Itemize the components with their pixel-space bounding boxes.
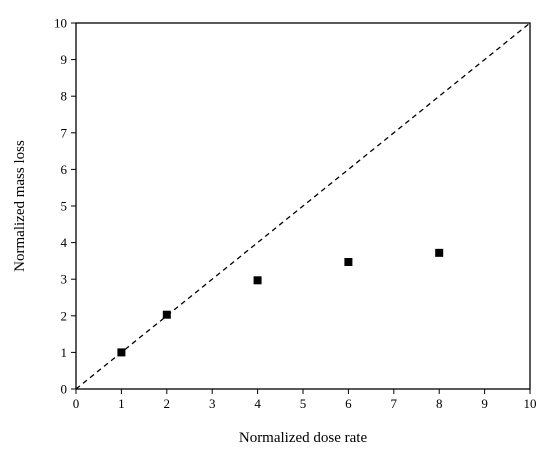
data-point xyxy=(344,257,353,266)
x-tick-label: 2 xyxy=(164,396,171,411)
y-tick-label: 5 xyxy=(61,199,68,214)
y-axis-label: Normalized mass loss xyxy=(12,140,28,272)
y-tick-label: 4 xyxy=(61,235,68,250)
x-tick-label: 10 xyxy=(524,396,537,411)
reference-line xyxy=(75,22,531,390)
x-axis-label: Normalized dose rate xyxy=(239,430,368,446)
x-tick-label: 7 xyxy=(391,396,398,411)
x-tick-label: 1 xyxy=(118,396,125,411)
x-tick-label: 3 xyxy=(209,396,216,411)
plot-area: 0 1 2 3 4 5 6 7 8 9 10 0 1 2 3 4 5 6 7 8 9 10 xyxy=(54,16,537,412)
x-tick-label: 4 xyxy=(254,396,261,411)
x-tick-label: 0 xyxy=(73,396,80,411)
y-tick-label: 6 xyxy=(61,162,68,177)
y-tick-label: 10 xyxy=(54,16,67,31)
y-tick-label: 7 xyxy=(61,125,68,140)
x-tick-label: 9 xyxy=(481,396,488,411)
data-point xyxy=(253,276,262,285)
data-point xyxy=(117,348,126,357)
y-tick-label: 2 xyxy=(61,308,68,323)
x-tick-label: 5 xyxy=(300,396,307,411)
y-tick-label: 1 xyxy=(61,345,68,360)
y-tick-label: 8 xyxy=(61,89,68,104)
x-tick-label: 8 xyxy=(436,396,443,411)
data-point xyxy=(435,248,444,257)
data-point xyxy=(162,310,171,319)
y-tick-label: 0 xyxy=(61,382,68,397)
y-tick-label: 9 xyxy=(61,52,68,67)
x-tick-label: 6 xyxy=(345,396,352,411)
y-tick-label: 3 xyxy=(61,272,68,287)
